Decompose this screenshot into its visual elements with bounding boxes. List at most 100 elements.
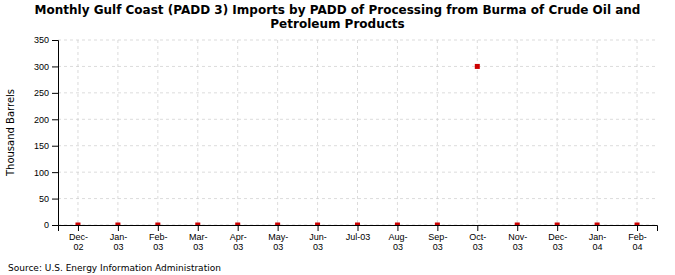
point (75, 223, 80, 226)
y-tick-label: 200 (34, 115, 49, 125)
x-tick-label-line: Feb- (628, 232, 647, 242)
x-tick-mark (278, 225, 279, 231)
x-tick-label: Jul-03 (346, 232, 371, 242)
x-tick-label-line: 03 (233, 242, 243, 252)
plot: Dec-02Jan-03Feb-03Mar-03Apr-03May-03Jun-… (34, 35, 658, 252)
y-tick-label: 250 (34, 88, 49, 98)
x-tick-label: Jan-04 (589, 232, 607, 252)
x-tick-label: Oct-03 (469, 232, 486, 252)
title-line: Monthly Gulf Coast (PADD 3) Imports by P… (35, 3, 641, 17)
x-tick-label-line: Dec- (548, 232, 567, 242)
x-tick-label-line: 03 (313, 242, 323, 252)
point (395, 223, 400, 226)
y-tick-mark (52, 119, 58, 120)
x-tick: Apr-03 (230, 225, 247, 252)
y-tick-mark (52, 40, 58, 41)
x-tick-label-line: Aug- (388, 232, 407, 242)
x-tick-label-line: 03 (433, 242, 443, 252)
x-tick-label: Sep-03 (428, 232, 447, 252)
title: Monthly Gulf Coast (PADD 3) Imports by P… (35, 3, 641, 31)
x-tick-label-line: 03 (473, 242, 483, 252)
x-tick-label-line: Jan- (110, 232, 128, 242)
point (355, 223, 360, 226)
x-tick-mark (437, 225, 438, 231)
grid-line-x (517, 40, 518, 225)
x-tick-label: May-03 (268, 232, 288, 252)
x-tick-label-line: 03 (193, 242, 203, 252)
point (515, 223, 520, 226)
grid-line-y (58, 145, 657, 146)
y-tick-label: 0 (44, 220, 49, 230)
x-tick-mark (477, 225, 478, 231)
x-tick-label-line: 04 (593, 242, 603, 252)
x-tick-label: Apr-03 (230, 232, 247, 252)
point (555, 223, 560, 226)
points (75, 64, 639, 225)
point (115, 223, 120, 226)
grid-line-x (77, 40, 78, 225)
x-axis-line (59, 226, 658, 232)
x-tick-mark (358, 225, 359, 231)
x-tick: Oct-03 (469, 225, 486, 252)
point (595, 223, 600, 226)
x-tick-label-line: Nov- (508, 232, 527, 242)
x-tick-mark (118, 225, 119, 231)
x-tick-label-line: May- (268, 232, 288, 242)
grid-line-x (637, 40, 638, 225)
x-tick-label-line: Oct- (469, 232, 486, 242)
y-tick-mark (52, 172, 58, 173)
x-tick-mark (397, 225, 398, 231)
y-tick-label: 50 (39, 194, 49, 204)
point (435, 223, 440, 226)
y-tick-label: 150 (34, 141, 49, 151)
grid-line-x (557, 40, 558, 225)
x-tick: Jan-04 (589, 225, 607, 252)
y-axis: 050100150200250300350 (34, 35, 59, 230)
y-axis-line (52, 41, 59, 226)
x-tick: Jul-03 (346, 225, 371, 242)
y-tick-mark (52, 66, 58, 67)
y-tick-label: 350 (34, 35, 49, 45)
x-tick-mark (637, 225, 638, 231)
x-tick: Nov-03 (508, 225, 527, 252)
point (195, 223, 200, 226)
x-tick-label: Jun-03 (309, 232, 327, 252)
x-tick-mark (597, 225, 598, 231)
grid-line-y (58, 92, 657, 93)
x-tick: Mar-03 (189, 225, 208, 252)
y-tick-mark (52, 93, 58, 94)
x-tick-label-line: 03 (553, 242, 563, 252)
point (475, 64, 480, 69)
x-tick-mark (318, 225, 319, 231)
x-tick-mark (78, 225, 79, 231)
grid-line-x (317, 40, 318, 225)
annotation: Source: U.S. Energy Information Administ… (8, 263, 221, 273)
x-tick-label-line: 02 (73, 242, 83, 252)
grid-line-x (357, 40, 358, 225)
point (315, 223, 320, 226)
grid-line-x (117, 40, 118, 225)
x-tick-mark (517, 225, 518, 231)
y-tick-mark (52, 199, 58, 200)
x-tick-label: Feb-04 (628, 232, 647, 252)
x-tick: Jan-03 (110, 225, 128, 252)
y-tick: 0 (44, 220, 58, 230)
x-tick-label-line: 03 (273, 242, 283, 252)
x-tick-mark (238, 225, 239, 231)
grid-line-x (197, 40, 198, 225)
x-tick: Dec-03 (548, 225, 567, 252)
point (155, 223, 160, 226)
grid-line-x (397, 40, 398, 225)
y-tick: 200 (34, 115, 58, 125)
x-tick-label: Jan-03 (110, 232, 128, 252)
x-tick-label-line: 03 (513, 242, 523, 252)
x-tick-mark (557, 225, 558, 231)
x-tick-label: Dec-02 (69, 232, 88, 252)
x-tick-label: Nov-03 (508, 232, 527, 252)
x-tick-label-line: 04 (633, 242, 643, 252)
x-tick-label-line: Feb- (149, 232, 168, 242)
grid-line-x (237, 40, 238, 225)
grid-line-x (277, 40, 278, 225)
x-tick-label: Dec-03 (548, 232, 567, 252)
x-tick-label-line: Jan- (589, 232, 607, 242)
